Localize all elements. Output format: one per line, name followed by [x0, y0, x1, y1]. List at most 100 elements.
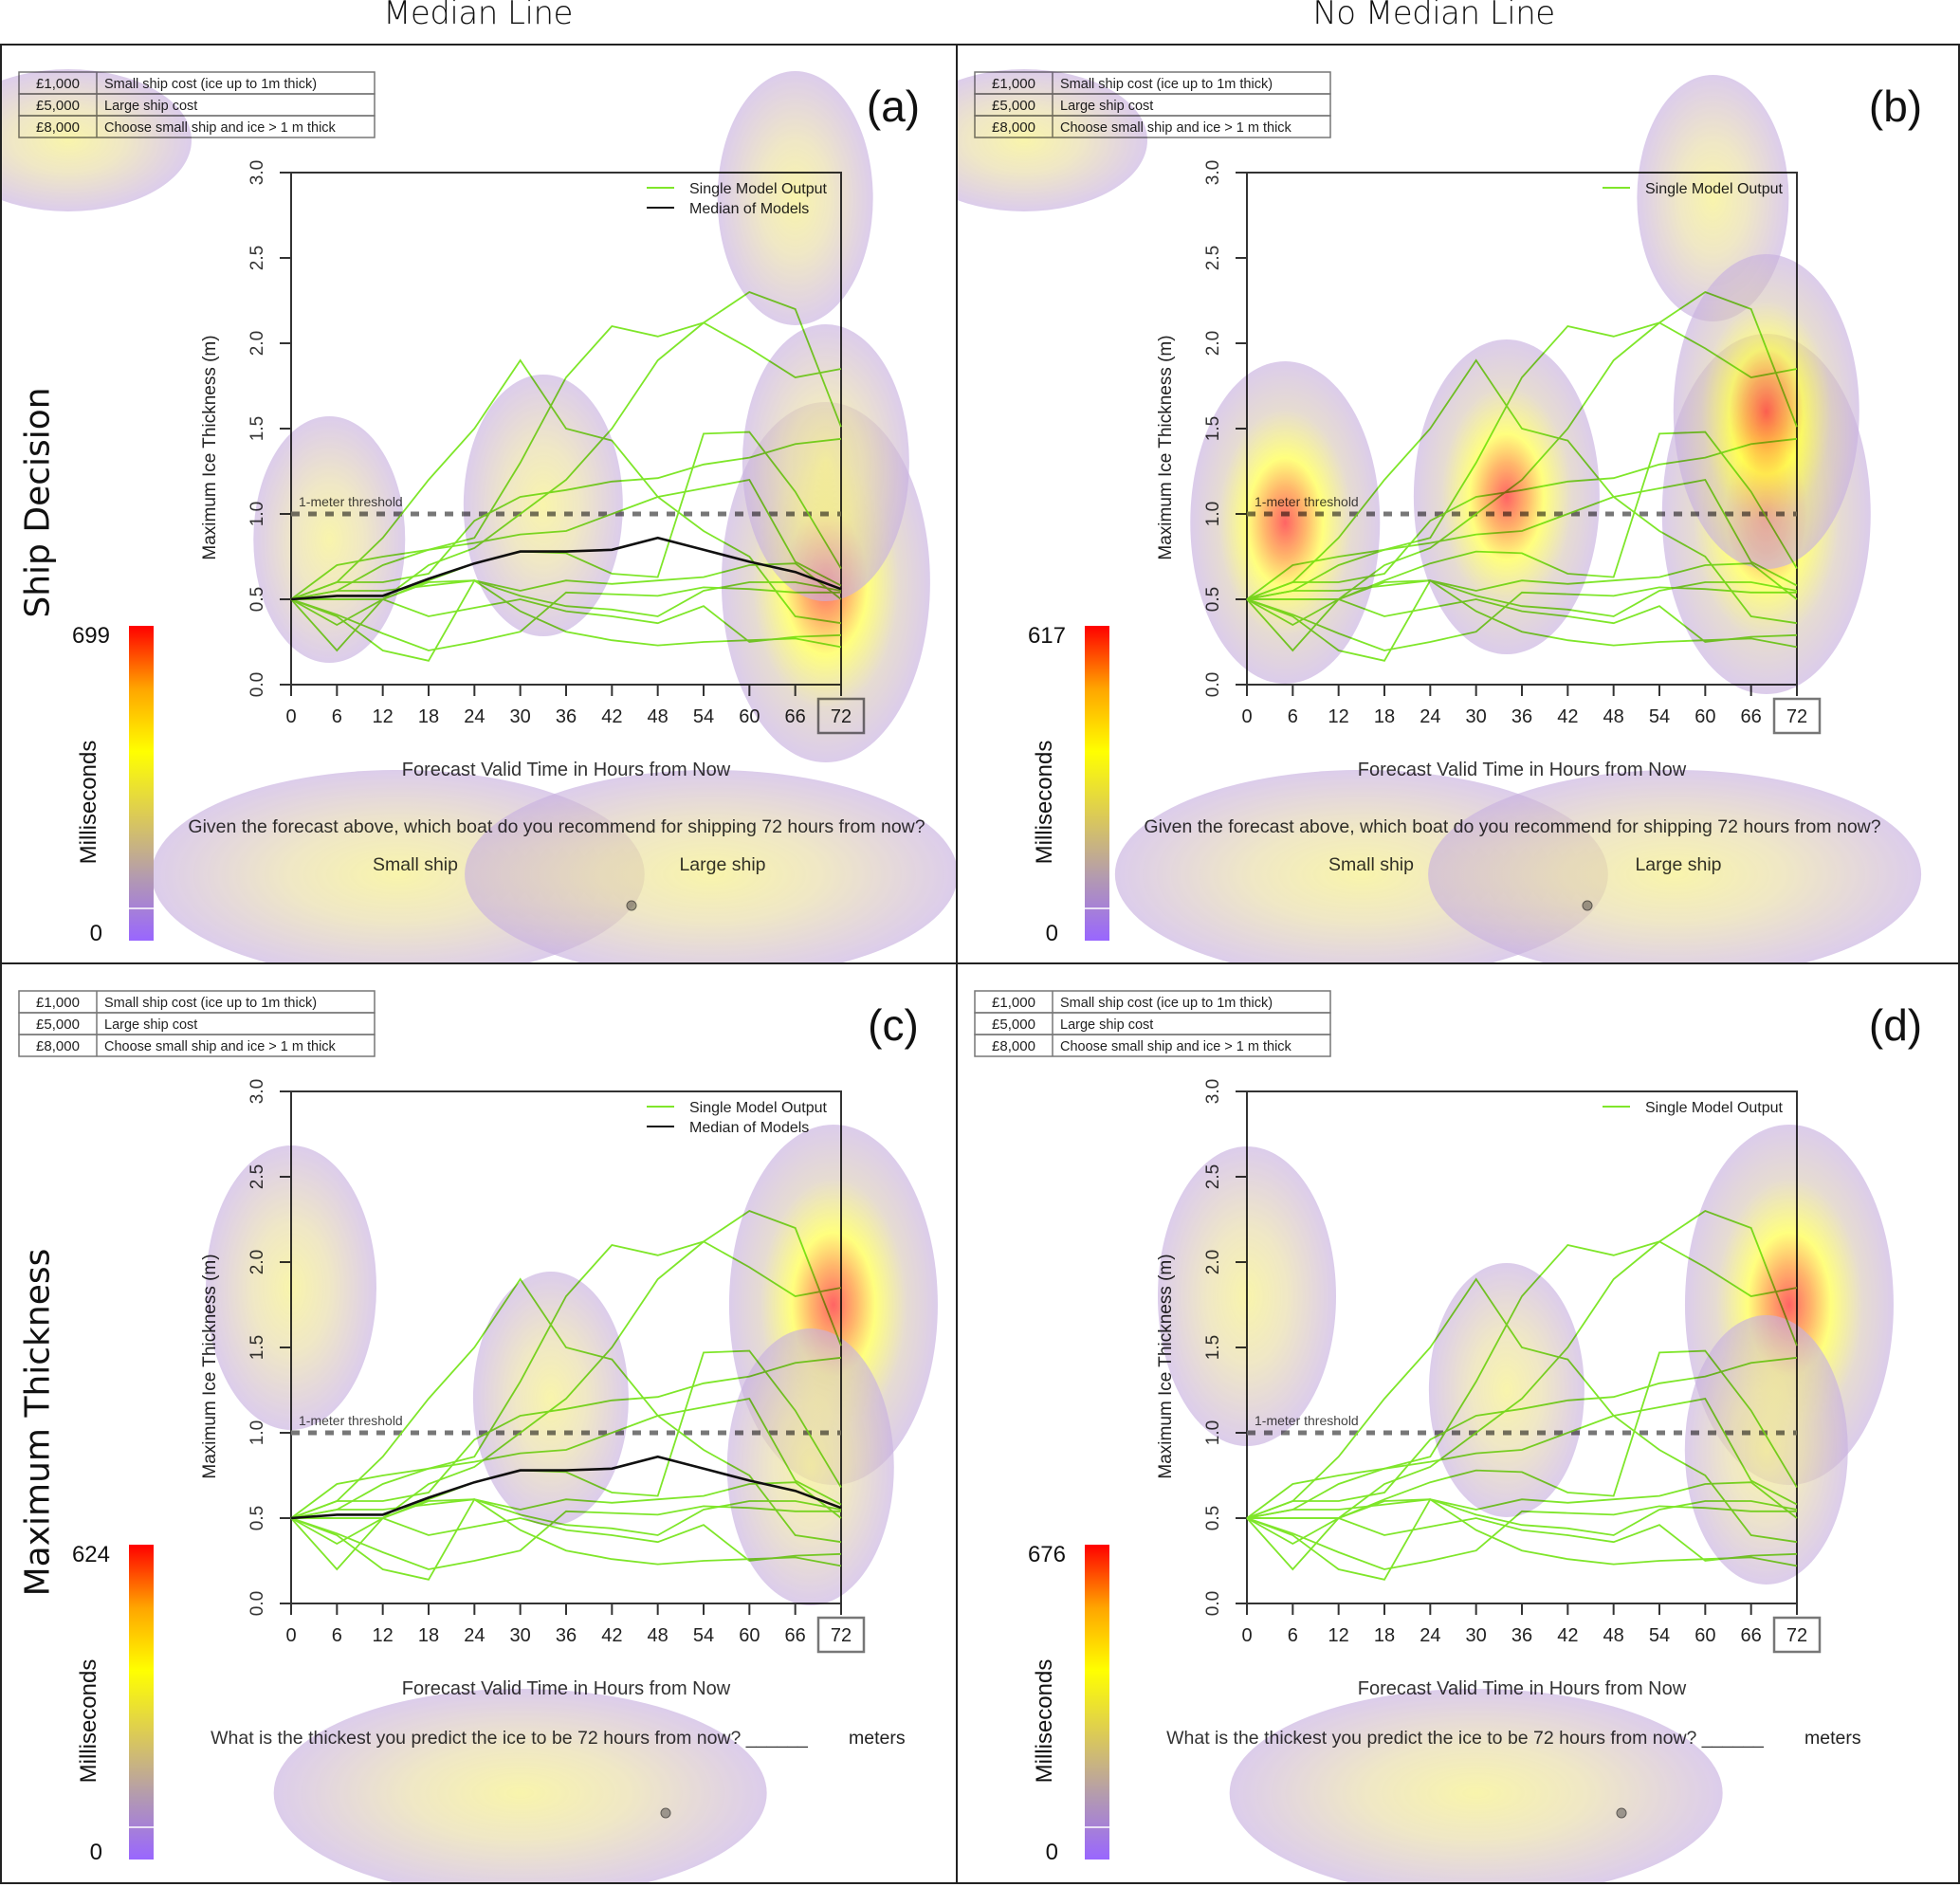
y-axis-label: Maximum Ice Thickness (m) — [1156, 335, 1176, 559]
column-title-median: Median Line — [383, 0, 573, 32]
heat-blob — [958, 69, 1147, 211]
x-tick-label: 72 — [1786, 1625, 1807, 1646]
answer-unit: meters — [1804, 1728, 1861, 1749]
x-tick-label: 12 — [373, 1625, 394, 1646]
x-tick-label: 6 — [332, 706, 342, 727]
chart-svg-d: £1,000 Small ship cost (ice up to 1m thic… — [974, 990, 1922, 1882]
x-tick-label: 48 — [648, 1625, 669, 1646]
x-tick-label: 18 — [418, 706, 439, 727]
highlighted-x-tick-box — [1772, 697, 1822, 735]
highlighted-x-tick-box — [1772, 1616, 1822, 1654]
legend-label: Single Model Output — [689, 1100, 828, 1116]
panel-c: £1,000 Small ship cost (ice up to 1m thic… — [0, 962, 958, 1884]
cost-description: Choose small ship and ice > 1 m thick — [1060, 1039, 1292, 1054]
legend: Single Model Output — [1603, 1100, 1784, 1116]
legend: Single Model Output Median of Models — [647, 1100, 828, 1136]
cost-description: Large ship cost — [104, 1017, 197, 1033]
x-tick-label: 0 — [1241, 1625, 1252, 1646]
x-tick-label: 30 — [510, 706, 531, 727]
heat-blob — [273, 1689, 767, 1882]
cost-description: Small ship cost (ice up to 1m thick) — [104, 77, 317, 92]
cost-value: £5,000 — [36, 1017, 80, 1033]
cost-description: Small ship cost (ice up to 1m thick) — [1060, 996, 1273, 1011]
heat-blob — [465, 770, 956, 962]
heat-blob — [717, 71, 873, 325]
y-axis-label: Maximum Ice Thickness (m) — [200, 335, 220, 559]
y-tick-label: 2.5 — [1203, 246, 1223, 270]
x-tick-label: 72 — [831, 1625, 852, 1646]
attention-heatmap — [206, 1125, 938, 1882]
x-tick-label: 60 — [739, 1625, 760, 1646]
cost-value: £5,000 — [992, 1017, 1035, 1033]
x-tick-label: 6 — [332, 1625, 342, 1646]
answer-input[interactable] — [795, 1725, 848, 1748]
legend-label: Median of Models — [689, 1120, 809, 1136]
heat-blob — [1428, 1263, 1584, 1517]
colorbar-label: Milliseconds — [1032, 741, 1057, 865]
y-tick-label: 3.0 — [1203, 160, 1223, 185]
x-tick-label: 36 — [556, 1625, 577, 1646]
x-tick-label: 24 — [464, 1625, 485, 1646]
cost-value: £8,000 — [992, 1038, 1035, 1054]
attention-heatmap — [958, 69, 1922, 962]
heat-blob — [463, 375, 623, 636]
x-tick-label: 24 — [464, 706, 485, 727]
colorbar-max-label: 617 — [1028, 623, 1066, 649]
x-tick-label: 18 — [418, 1625, 439, 1646]
y-tick-label: 2.5 — [247, 246, 267, 270]
x-tick-label: 54 — [693, 706, 714, 727]
colorbar-max-label: 699 — [72, 623, 110, 649]
colorbar-max-label: 624 — [72, 1542, 110, 1567]
cost-value: £1,000 — [36, 995, 80, 1011]
x-tick-label: 36 — [556, 706, 577, 727]
y-tick-label: 0.0 — [1203, 672, 1223, 697]
x-tick-label: 60 — [1694, 706, 1715, 727]
y-tick-label: 2.0 — [1203, 331, 1223, 356]
panel-letter: (a) — [867, 82, 920, 131]
y-tick-label: 1.5 — [247, 416, 267, 441]
x-tick-label: 48 — [1603, 706, 1624, 727]
colorbar-min-label: 0 — [90, 921, 102, 946]
y-tick-label: 0.5 — [247, 1506, 267, 1530]
panel-letter: (c) — [868, 1000, 919, 1050]
highlighted-x-tick-box — [816, 1616, 866, 1654]
heat-blob — [1229, 1689, 1723, 1882]
colorbar-min-label: 0 — [90, 1840, 102, 1865]
colorbar-bar — [1085, 626, 1109, 941]
x-tick-label: 30 — [1466, 1625, 1487, 1646]
x-tick-label: 54 — [1649, 706, 1670, 727]
x-tick-label: 60 — [1694, 1625, 1715, 1646]
colorbar: 624 0 Milliseconds — [72, 1542, 154, 1865]
x-tick-label: 72 — [1786, 706, 1807, 727]
x-tick-label: 42 — [1557, 706, 1578, 727]
x-tick-label: 0 — [1241, 706, 1252, 727]
cost-value: £1,000 — [992, 995, 1035, 1011]
colorbar-max-label: 676 — [1028, 1542, 1066, 1567]
x-tick-label: 0 — [285, 706, 296, 727]
colorbar-label: Milliseconds — [76, 1659, 101, 1784]
cost-description: Small ship cost (ice up to 1m thick) — [104, 996, 317, 1011]
x-tick-label: 66 — [1741, 706, 1762, 727]
y-tick-label: 3.0 — [1203, 1079, 1223, 1104]
x-tick-label: 36 — [1511, 1625, 1532, 1646]
x-tick-label: 54 — [1649, 1625, 1670, 1646]
x-tick-label: 42 — [601, 1625, 622, 1646]
heat-blob — [1428, 770, 1922, 962]
x-tick-label: 24 — [1420, 706, 1440, 727]
x-tick-label: 12 — [373, 706, 394, 727]
x-tick-label: 24 — [1420, 1625, 1440, 1646]
colorbar-min-label: 0 — [1046, 1840, 1058, 1865]
heat-blob — [1190, 361, 1381, 684]
answer-unit: meters — [849, 1728, 906, 1749]
y-tick-label: 2.0 — [247, 331, 267, 356]
answer-input[interactable] — [1750, 1725, 1804, 1748]
heat-blob — [1684, 1315, 1848, 1585]
colorbar-label: Milliseconds — [1032, 1659, 1057, 1784]
column-title-no-median: No Median Line — [1312, 0, 1555, 32]
panel-d: £1,000 Small ship cost (ice up to 1m thic… — [956, 962, 1960, 1884]
x-tick-label: 42 — [601, 706, 622, 727]
x-tick-label: 18 — [1374, 706, 1395, 727]
x-tick-label: 42 — [1557, 1625, 1578, 1646]
